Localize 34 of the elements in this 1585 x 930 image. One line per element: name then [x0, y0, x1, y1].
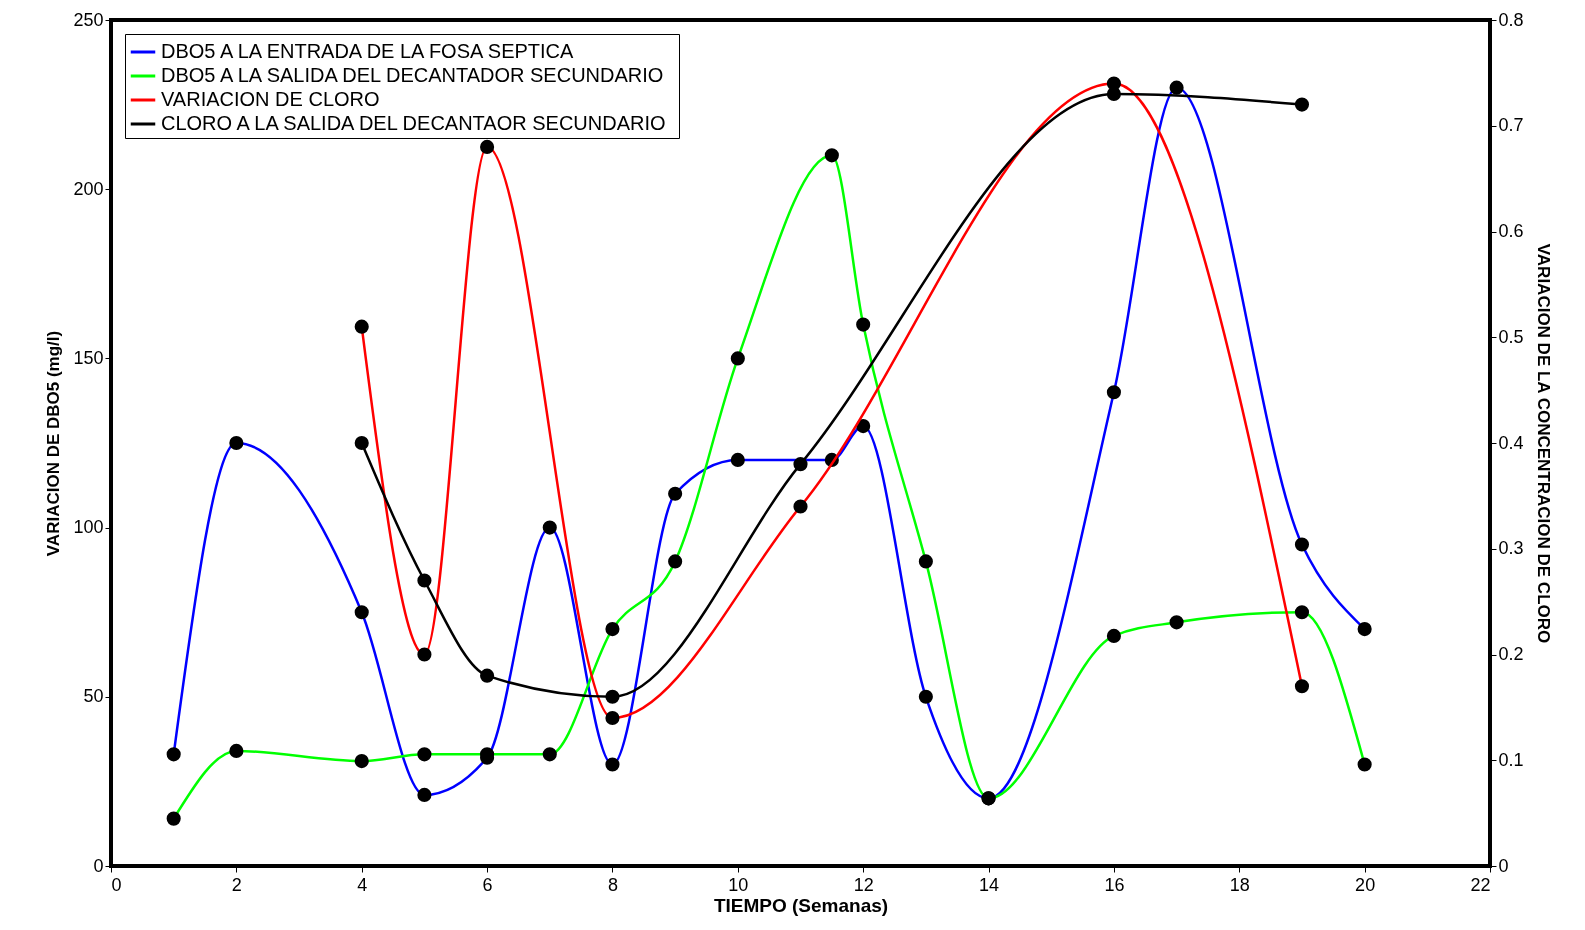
x-tick-label: 20	[1355, 874, 1376, 895]
x-tick-label: 4	[357, 874, 368, 895]
x-tick-label: 6	[482, 874, 493, 895]
x-tick-label: 8	[607, 874, 618, 895]
y2-tick-label: 0.2	[1498, 644, 1524, 664]
x-axis-title: TIEMPO (Semanas)	[713, 894, 889, 916]
y-tick-label: 100	[73, 517, 104, 538]
y2-tick-label: 0.5	[1498, 326, 1524, 347]
y2-tick-label: 0.4	[1498, 432, 1524, 453]
y2-tick-label: 0.8	[1498, 9, 1524, 30]
y2-axis-title: VARIACION DE LA CONCENTRACION DE CLORO	[1533, 243, 1553, 644]
x-tick-label: 18	[1229, 874, 1250, 895]
y-axis-title: VARIACION DE DBO5 (mg/l)	[44, 330, 64, 557]
x-tick-label: 2	[231, 874, 242, 895]
x-tick-label: 14	[979, 874, 1000, 895]
y-tick-label: 200	[73, 178, 104, 199]
legend-label: CLORO A LA SALIDA DEL DECANTAOR SECUNDARIO	[161, 112, 666, 134]
x-tick-label: 10	[728, 874, 749, 895]
y2-tick-label: 0	[1498, 855, 1509, 876]
x-tick-label: 16	[1104, 874, 1125, 895]
legend-label: DBO5 A LA ENTRADA DE LA FOSA SEPTICA	[161, 40, 575, 62]
y2-tick-label: 0.7	[1498, 115, 1524, 136]
legend-label: VARIACION DE CLORO	[161, 88, 380, 110]
y-tick-label: 250	[73, 9, 104, 30]
x-tick-label: 0	[111, 874, 122, 895]
y-tick-label: 150	[73, 347, 104, 368]
y2-tick-label: 0.1	[1498, 749, 1524, 770]
y2-tick-label: 0.3	[1498, 538, 1524, 559]
y2-tick-label: 0.6	[1498, 221, 1524, 241]
x-tick-label: 12	[853, 874, 874, 895]
legend-label: DBO5 A LA SALIDA DEL DECANTADOR SECUNDARIO	[161, 64, 664, 86]
x-tick-label: 22	[1470, 874, 1491, 895]
y-tick-label: 0	[93, 855, 104, 876]
y-tick-label: 50	[83, 686, 104, 707]
